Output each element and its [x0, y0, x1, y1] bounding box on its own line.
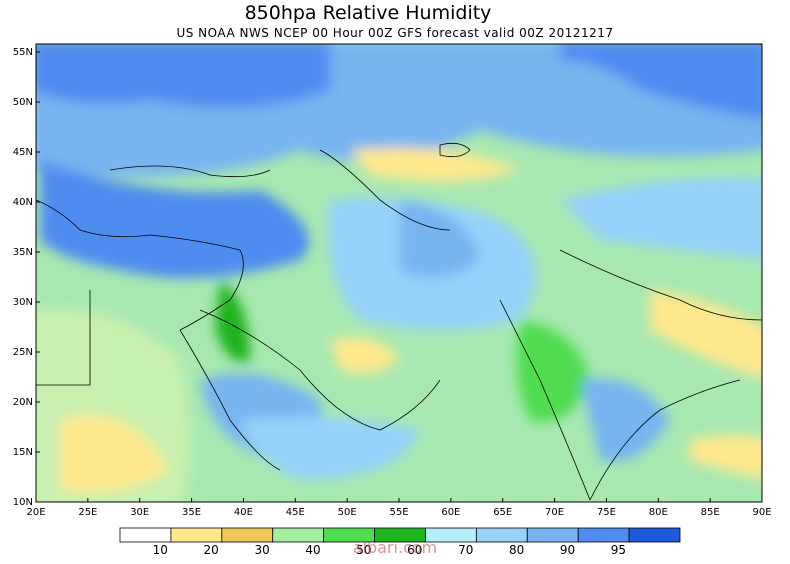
- y-tick-label: 15N: [13, 447, 33, 458]
- colorbar-label: 90: [560, 543, 575, 557]
- y-tick-label: 40N: [13, 197, 33, 208]
- watermark: albari.com: [353, 538, 438, 557]
- colorbar-swatch: [221, 527, 274, 543]
- y-tick-label: 50N: [13, 97, 33, 108]
- y-tick-label: 10N: [13, 497, 33, 508]
- x-tick-label: 55E: [389, 507, 408, 518]
- x-tick-label: 75E: [597, 507, 616, 518]
- x-tick-label: 90E: [752, 507, 771, 518]
- x-tick-label: 70E: [545, 507, 564, 518]
- x-tick-label: 30E: [130, 507, 149, 518]
- colorbar-label: 50: [356, 543, 371, 557]
- x-tick-label: 25E: [78, 507, 97, 518]
- colorbar-swatch: [170, 527, 223, 543]
- x-tick-label: 85E: [701, 507, 720, 518]
- x-tick-label: 40E: [234, 507, 253, 518]
- colorbar-swatch: [119, 527, 172, 543]
- colorbar-swatch: [475, 527, 528, 543]
- colorbar-swatch: [526, 527, 579, 543]
- x-tick-label: 50E: [338, 507, 357, 518]
- colorbar-label: 80: [509, 543, 524, 557]
- x-tick-label: 45E: [286, 507, 305, 518]
- colorbar-label: 70: [458, 543, 473, 557]
- colorbar-label: 95: [611, 543, 626, 557]
- colorbar-label: 40: [305, 543, 320, 557]
- colorbar-label: 10: [153, 543, 168, 557]
- title: 850hpa Relative Humidity: [245, 2, 492, 24]
- y-tick-label: 55N: [13, 47, 33, 58]
- y-tick-label: 30N: [13, 297, 33, 308]
- colorbar-swatch: [577, 527, 630, 543]
- y-tick-label: 25N: [13, 347, 33, 358]
- y-tick-label: 45N: [13, 147, 33, 158]
- subtitle: US NOAA NWS NCEP 00 Hour 00Z GFS forecas…: [176, 26, 613, 40]
- y-tick-label: 35N: [13, 247, 33, 258]
- humidity-field: [36, 44, 762, 502]
- x-tick-label: 20E: [26, 507, 45, 518]
- x-tick-label: 60E: [441, 507, 460, 518]
- x-tick-label: 65E: [493, 507, 512, 518]
- y-tick-label: 20N: [13, 397, 33, 408]
- colorbar-label: 30: [254, 543, 269, 557]
- colorbar-swatch: [628, 527, 681, 543]
- colorbar-swatch: [272, 527, 325, 543]
- x-tick-label: 80E: [649, 507, 668, 518]
- x-tick-label: 35E: [182, 507, 201, 518]
- colorbar-label: 60: [407, 543, 422, 557]
- colorbar-label: 20: [204, 543, 219, 557]
